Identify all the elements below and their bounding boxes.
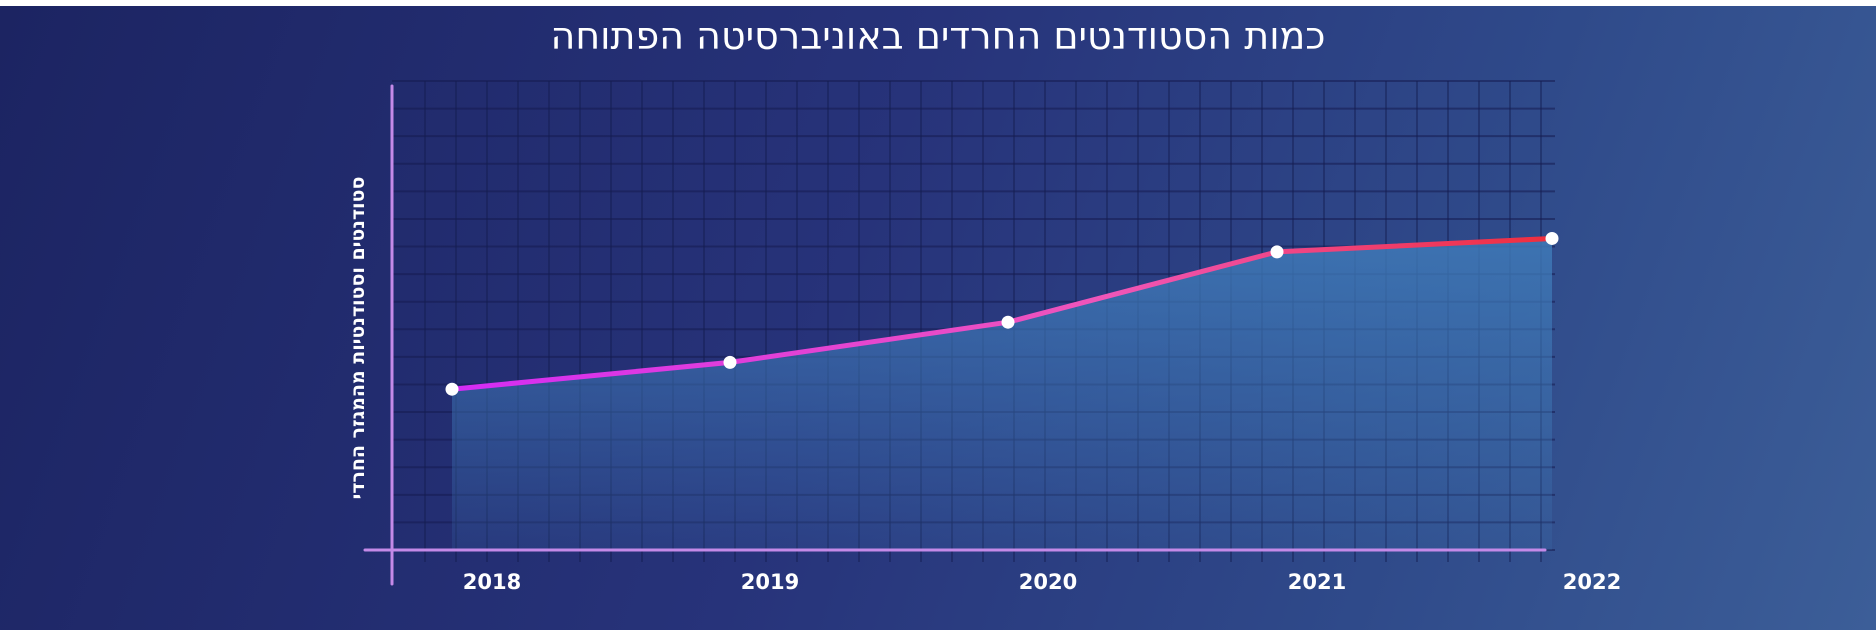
- data-point: [1545, 231, 1559, 245]
- chart-plot: 2018 2019 2020 2021 2022: [363, 80, 1621, 594]
- chart-panel: כמות הסטודנטים החרדים באוניברסיטה הפתוחה…: [0, 6, 1876, 630]
- data-point: [445, 382, 459, 396]
- data-point: [1001, 315, 1015, 329]
- x-tick-label: 2021: [1288, 570, 1346, 594]
- axes: [363, 84, 1547, 586]
- x-tick-label: 2020: [1019, 570, 1077, 594]
- chart-title: כמות הסטודנטים החרדים באוניברסיטה הפתוחה: [550, 14, 1326, 58]
- x-tick-label: 2019: [741, 570, 799, 594]
- x-tick-label: 2022: [1563, 570, 1621, 594]
- series-area: [452, 238, 1552, 550]
- data-point: [1270, 245, 1284, 259]
- y-axis-label: סטודנטים וסטודנטיות מהמגזר החרדי: [347, 176, 369, 500]
- x-tick-label: 2018: [463, 570, 521, 594]
- data-point: [723, 355, 737, 369]
